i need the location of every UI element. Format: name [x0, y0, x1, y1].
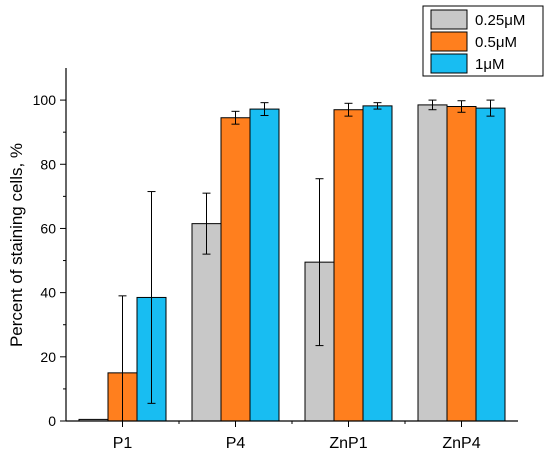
- y-axis-title: Percent of staining cells, %: [7, 143, 26, 347]
- bar-znp4-series-0: [417, 104, 448, 422]
- legend-label-2: 1μM: [475, 56, 504, 73]
- bar-znp1-series-2: [362, 105, 393, 422]
- x-tick-label-p1: P1: [113, 435, 133, 452]
- legend-swatch-0: [430, 9, 468, 30]
- bar-p4-series-1: [220, 117, 251, 422]
- legend-swatch-2: [430, 53, 468, 74]
- bars-layer: [78, 104, 506, 422]
- error-bars-layer: [118, 99, 495, 422]
- bar-znp4-series-1: [446, 106, 477, 422]
- x-tick-label-znp1: ZnP1: [329, 435, 367, 452]
- y-tick-label: 0: [48, 413, 56, 429]
- x-tick-label-p4: P4: [226, 435, 246, 452]
- y-tick-label: 80: [40, 156, 56, 172]
- bar-znp4-series-2: [475, 107, 506, 422]
- legend: 0.25μM 0.5μM 1μM: [422, 5, 544, 77]
- y-tick-label: 60: [40, 220, 56, 236]
- axes-layer: 0 20 40 60 80 100 P1 P4 ZnP1 ZnP4: [33, 68, 518, 452]
- y-tick-label: 20: [40, 349, 56, 365]
- y-tick-label: 100: [33, 92, 57, 108]
- legend-label-1: 0.5μM: [475, 34, 517, 51]
- x-tick-label-znp4: ZnP4: [442, 435, 480, 452]
- y-tick-label: 40: [40, 285, 56, 301]
- legend-label-0: 0.25μM: [475, 12, 525, 29]
- bar-znp1-series-1: [333, 109, 364, 422]
- bar-p4-series-2: [249, 108, 280, 422]
- legend-swatch-1: [430, 31, 468, 52]
